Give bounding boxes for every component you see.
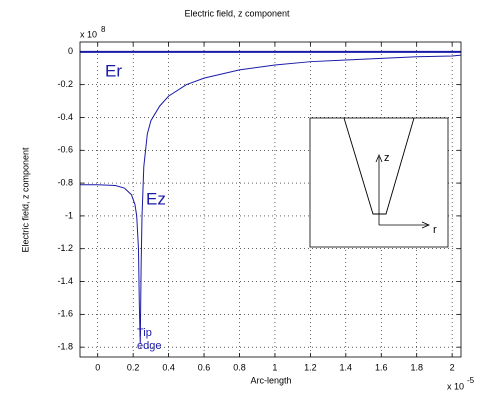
y-axis-label: Electric field, z component	[20, 147, 30, 253]
series-line	[80, 54, 462, 344]
y-tick-label: -0.4	[57, 112, 73, 122]
x-tick-label: 0.2	[127, 362, 140, 372]
x-tick-label: 0	[95, 362, 100, 372]
y-exponent: x 10	[80, 29, 97, 39]
series-label: Ez	[146, 189, 166, 208]
y-tick-label: -1.6	[57, 309, 73, 319]
y-tick-label: -1.4	[57, 276, 73, 286]
annotation: edge	[137, 340, 161, 352]
y-tick-label: -0.6	[57, 145, 73, 155]
x-tick-label: 1.2	[304, 362, 317, 372]
series-label: Er	[105, 61, 122, 80]
y-tick-label: -1.8	[57, 342, 73, 352]
x-tick-label: 0.4	[162, 362, 175, 372]
z-arrow-head	[375, 153, 383, 163]
x-tick-label: 0.8	[233, 362, 246, 372]
r-arrow-head	[421, 221, 431, 229]
x-axis-label: Arc-length	[250, 375, 291, 385]
inset-label: z	[384, 152, 390, 164]
annotation: Tip	[137, 327, 152, 339]
chart-title: Electric field, z component	[184, 8, 290, 18]
x-tick-label: 1.8	[410, 362, 423, 372]
x-tick-label: 1	[272, 362, 277, 372]
y-tick-label: -0.8	[57, 177, 73, 187]
inset: z r	[309, 117, 449, 248]
x-tick-label: 1.6	[375, 362, 388, 372]
x-tick-label: 1.4	[340, 362, 353, 372]
x-exponent: x 10	[447, 381, 464, 391]
x-exponent-power: -5	[467, 376, 475, 385]
x-tick-label: 2	[450, 362, 455, 372]
inset-label: r	[433, 224, 437, 236]
y-exponent-power: 8	[101, 25, 106, 34]
y-tick-label: -1	[65, 210, 73, 220]
y-tick-label: -0.2	[57, 79, 73, 89]
x-tick-label: 0.6	[198, 362, 211, 372]
plot-frame	[79, 41, 462, 358]
y-tick-label: -1.2	[57, 243, 73, 253]
y-tick-label: 0	[68, 46, 73, 56]
tip-shape	[343, 117, 415, 215]
